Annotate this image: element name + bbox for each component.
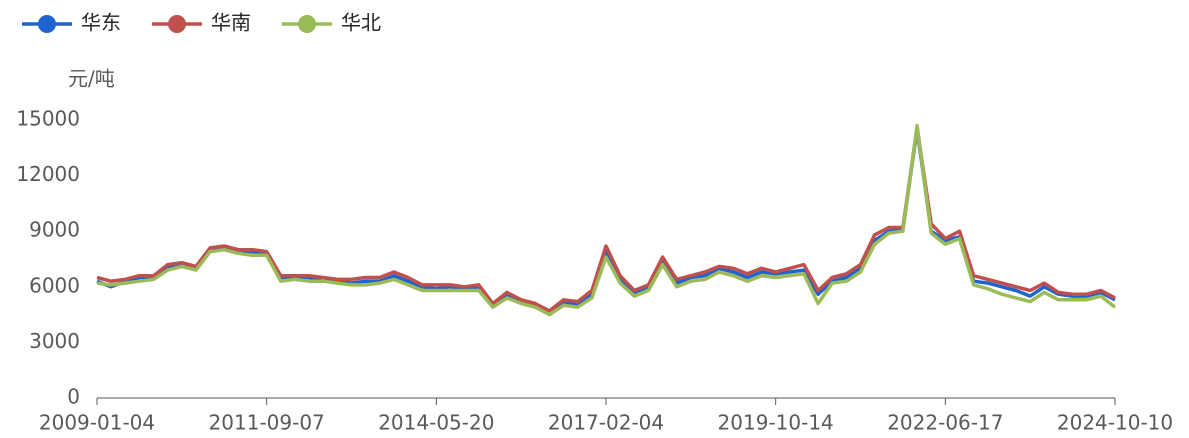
y-tick-label: 15000 — [16, 107, 80, 131]
y-tick-label: 6000 — [29, 273, 80, 297]
series-line — [96, 127, 1116, 315]
series-line — [96, 125, 1116, 313]
x-tick-label: 2022-06-17 — [887, 411, 1003, 435]
legend-label: 华东 — [81, 11, 121, 35]
legend-marker — [38, 15, 56, 33]
y-tick-label: 12000 — [16, 162, 80, 186]
x-tick-label: 2011-09-07 — [209, 411, 325, 435]
series-line — [96, 123, 1117, 317]
x-tick-label: 2017-02-04 — [548, 411, 664, 435]
y-tick-label: 9000 — [29, 218, 80, 242]
y-tick-label: 3000 — [29, 329, 80, 353]
legend-label: 华北 — [341, 11, 381, 35]
legend-marker — [298, 15, 316, 33]
x-tick-label: 2009-01-04 — [39, 411, 155, 435]
legend-label: 华南 — [211, 11, 251, 35]
y-axis-label: 元/吨 — [68, 67, 115, 91]
x-tick-label: 2019-10-14 — [718, 411, 834, 435]
legend-marker — [168, 15, 186, 33]
x-tick-label: 2014-05-20 — [378, 411, 494, 435]
x-tick-label: 2024-10-10 — [1057, 411, 1173, 435]
y-tick-label: 0 — [67, 385, 80, 409]
legend: 华东 华南 华北 — [22, 11, 381, 35]
